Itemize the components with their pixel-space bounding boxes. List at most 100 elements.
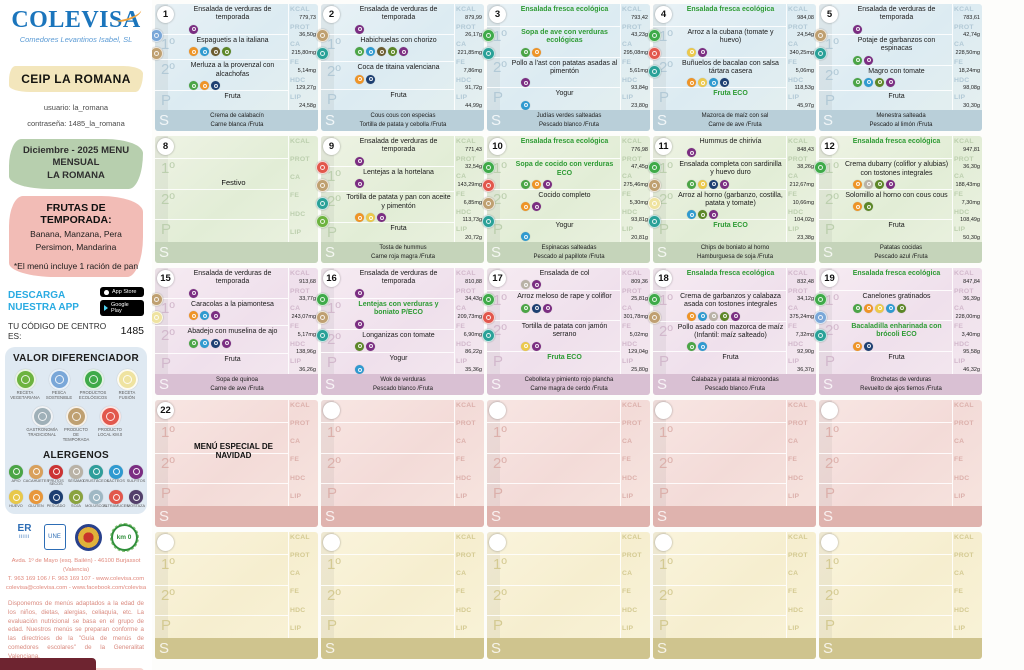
day-number: 18	[655, 270, 672, 287]
allergen-gluten-icon	[200, 81, 209, 91]
nutrition-label: CA	[622, 305, 633, 313]
nutrition-column: KCAL PROT CA FE HDC LIP	[288, 136, 318, 242]
first-course-dish: Espaguetis a la italiana	[196, 36, 269, 44]
dinner-suggestion: Sopa de quinoa	[215, 377, 259, 384]
course-first: 1º	[487, 555, 620, 586]
tradicional-icon	[648, 215, 661, 228]
nutrition-label: HDC	[290, 210, 306, 218]
valor-temporada: PRODUCTO DE TEMPORADA	[63, 406, 90, 442]
day-card-5: 5 E Ensalada de verduras de temporada 1º…	[814, 4, 982, 131]
dinner-suggestion: Mazorca de maíz con sal	[701, 113, 769, 120]
starter-allergens	[189, 288, 286, 298]
allergen-lacteos-icon	[355, 365, 364, 374]
course-second: 2º	[321, 454, 454, 484]
nutrition-label: LIP	[788, 358, 800, 366]
starter-dish: Ensalada de col	[539, 270, 590, 277]
nutrition-label: FE	[788, 456, 798, 464]
side-icons	[648, 161, 661, 228]
allergen-pescado-icon	[709, 179, 718, 189]
first-course-dish: Sopa de cocido con verduras ECO	[515, 161, 614, 177]
footer-lines: Wok de verduras Pescado blanco /Fruta	[338, 376, 484, 393]
second-course-allergens	[189, 338, 286, 348]
allergen-apio-icon	[853, 77, 862, 87]
alergeno-label: SÉSAMO	[67, 478, 85, 483]
day-card-19: 19 E Ensalada fresca ecológica 1º Canelo…	[814, 268, 982, 395]
dinner-label: S	[159, 244, 170, 261]
nutrition-column: KCAL 879,99 PROT 26,17g CA 221,85mg FE 7,86mg HD…	[454, 4, 484, 110]
allergen-mostaza-icon	[377, 47, 386, 57]
allergen-soja-icon	[897, 303, 906, 313]
nutrition-column: KCAL PROT CA FE HDC LIP	[952, 400, 982, 506]
allergen-lacteos-icon	[200, 311, 209, 321]
second-course-label: 2º	[659, 586, 673, 604]
course-second: 2º	[155, 190, 288, 220]
course-dessert: P	[487, 616, 620, 638]
dessert-label: P	[493, 89, 504, 107]
center-code-row: TU CÓDIGO DE CENTRO ES: 1485	[8, 321, 144, 341]
second-course-dish: Magro con tomate	[868, 67, 925, 75]
nutrition-label: FE	[788, 190, 798, 198]
nutrition-value: 36,39g	[963, 296, 980, 303]
second-course-label: 2º	[825, 66, 839, 84]
allergen-sulfitos-icon	[543, 179, 552, 189]
nutrition-column: KCAL PROT CA FE HDC LIP	[454, 400, 484, 506]
starter-dish: Ensalada de verduras de temporada	[359, 6, 438, 22]
course-first: 1º Crema de garbanzos y calabaza asada c…	[653, 291, 786, 322]
huevo-icon	[9, 490, 23, 505]
sidebar: COLEVISA Comedores Levantinos Isabel, SL…	[0, 0, 152, 670]
course-first: 1º	[155, 555, 288, 586]
alergenos-title: ALERGENOS	[42, 449, 110, 461]
second-course-dish: Solomillo al horno con cous cous	[845, 191, 948, 199]
dinner-suggestion: Pescado azul /Fruta	[874, 253, 928, 260]
course-starter: E Ensalada de verduras de temporada	[155, 268, 288, 299]
course-second: 2º Solomillo al horno con cous cous	[819, 190, 952, 220]
nutrition-label: HDC	[954, 606, 970, 614]
nutrition-value: 228,50mg	[955, 50, 980, 57]
course-first: 1º	[653, 423, 786, 454]
alergeno-lácteos: LÁCTEOS	[107, 464, 125, 488]
nutrition-value: 25,80g	[631, 366, 648, 373]
dinner-footer: S Crema de calabacín Carne blanca /Fruta	[155, 110, 318, 131]
tradicional-icon	[316, 329, 329, 342]
course-second: 2º Abadejo con muselina de ajo	[155, 326, 288, 354]
alergeno-huevo: HUEVO	[8, 490, 25, 509]
nutrition-label: LIP	[290, 624, 302, 632]
nutrition-column: KCAL PROT CA FE HDC LIP	[786, 400, 816, 506]
dinner-suggestion: Patatas cocidas	[879, 245, 923, 252]
nutrition-value: 26,17g	[465, 32, 482, 39]
first-course-allergens	[687, 179, 784, 189]
first-course-dish: Crema dubarry (coliflor y alubias) con t…	[844, 161, 949, 177]
valor-eco: PRODUCTOS ECOLÓGICOS	[79, 369, 107, 401]
course-dessert: P	[819, 616, 952, 638]
course-dessert: P Fruta	[321, 90, 454, 110]
nutrition-value: 38,26g	[797, 164, 814, 171]
nutrition-label: LIP	[290, 358, 302, 366]
dessert-dish: Fruta ECO	[713, 222, 748, 230]
second-course-label: 2º	[825, 322, 839, 340]
watercolor-strip	[0, 658, 96, 670]
alergeno-label: SULFITOS	[126, 478, 146, 483]
course-dessert: P	[155, 484, 288, 506]
valor-label: GASTRONOMÍA TRADICIONAL	[26, 427, 58, 437]
nutrition-label: FE	[954, 58, 964, 66]
first-course-allergens	[521, 303, 618, 313]
day-number	[821, 402, 838, 419]
nutrition-label: PROT	[954, 552, 974, 560]
dinner-label: S	[823, 640, 834, 657]
day-card-8: 8 E 1º 2º P KC	[155, 136, 318, 263]
day-card-17: 17 E Ensalada de col 1º Arroz meloso de …	[482, 268, 650, 395]
footer-lines: Patatas cocidas Pescado azul /Fruta	[836, 244, 982, 261]
first-course-allergens	[189, 47, 286, 57]
nutrition-label: LIP	[788, 94, 800, 102]
first-course-label: 1º	[493, 292, 507, 310]
nutrition-label: FE	[622, 322, 632, 330]
day-number	[489, 402, 506, 419]
allergen-gluten-icon	[532, 179, 541, 189]
nutrition-label: CA	[290, 41, 301, 49]
first-course-dish: Potaje de garbanzos con espinacas	[857, 36, 936, 53]
nutrition-value: 848,43	[797, 146, 814, 153]
allergen-lacteos-icon	[200, 47, 209, 57]
tradicional-icon	[648, 65, 661, 78]
second-course-allergens	[355, 213, 452, 223]
soja-icon	[69, 490, 83, 505]
